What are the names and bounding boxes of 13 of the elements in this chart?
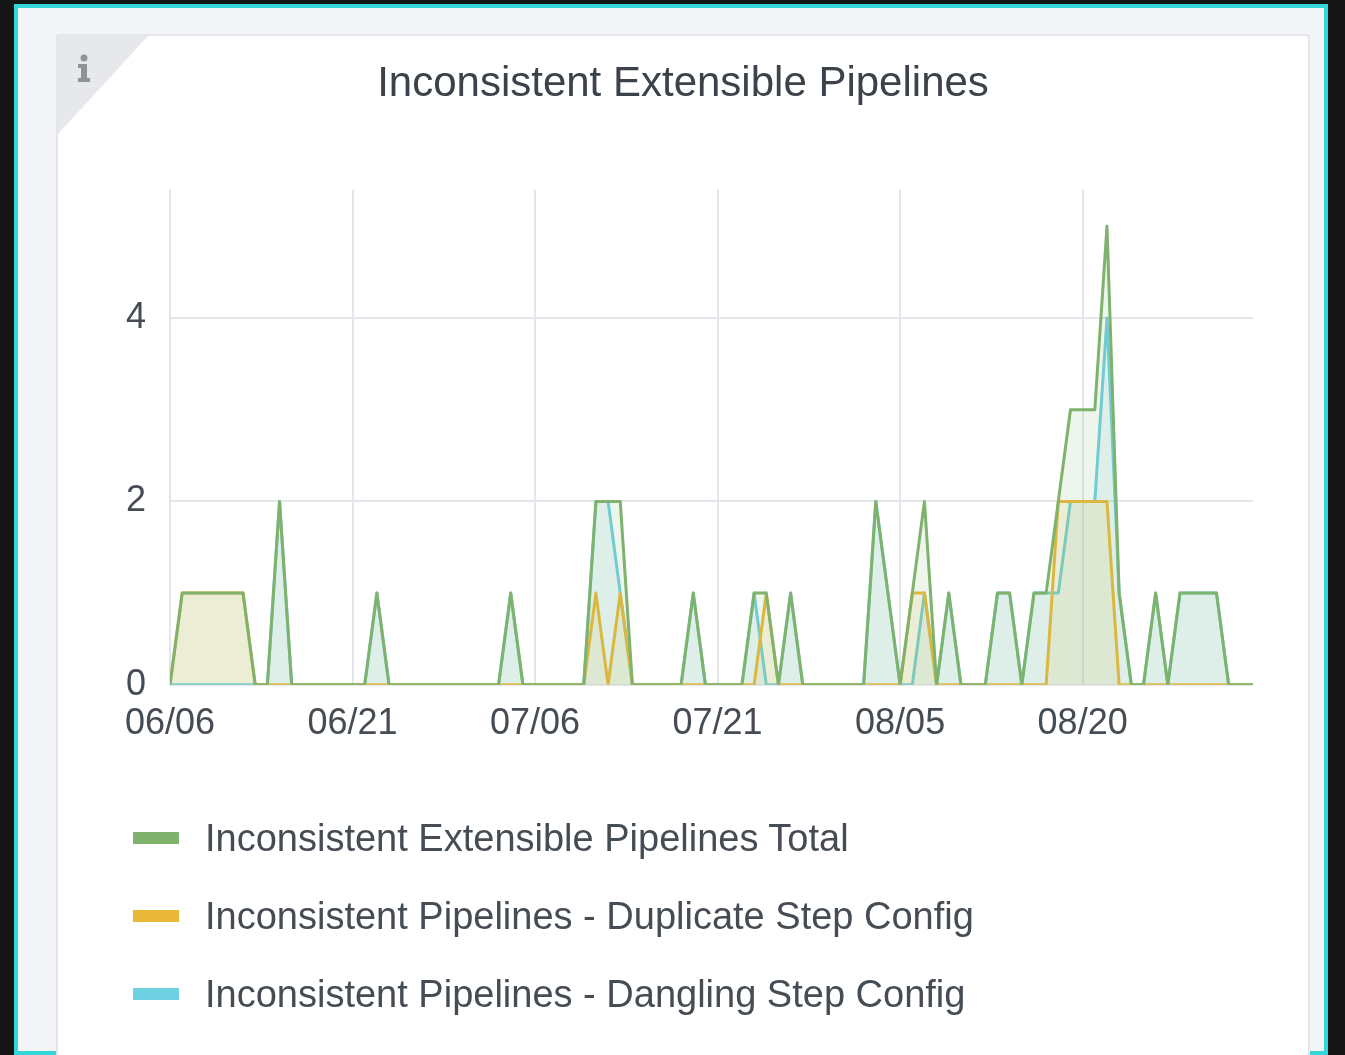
legend-label: Inconsistent Pipelines - Duplicate Step Config — [205, 894, 974, 938]
x-tick-label: 07/06 — [490, 701, 581, 743]
y-tick-label: 4 — [125, 294, 147, 336]
x-tick-label: 06/21 — [307, 701, 398, 743]
legend-label: Inconsistent Pipelines - Dangling Step Config — [205, 972, 966, 1016]
x-tick-label: 08/05 — [855, 701, 946, 743]
x-tick-label: 06/06 — [124, 701, 216, 743]
chart-title: Inconsistent Extensible Pipelines — [376, 58, 990, 106]
y-tick-label: 2 — [125, 478, 147, 520]
x-tick-label: 08/20 — [1037, 701, 1128, 743]
legend-label: Inconsistent Extensible Pipelines Total — [205, 816, 849, 860]
x-tick-label: 07/21 — [672, 701, 763, 743]
y-tick-label: 0 — [125, 661, 147, 703]
